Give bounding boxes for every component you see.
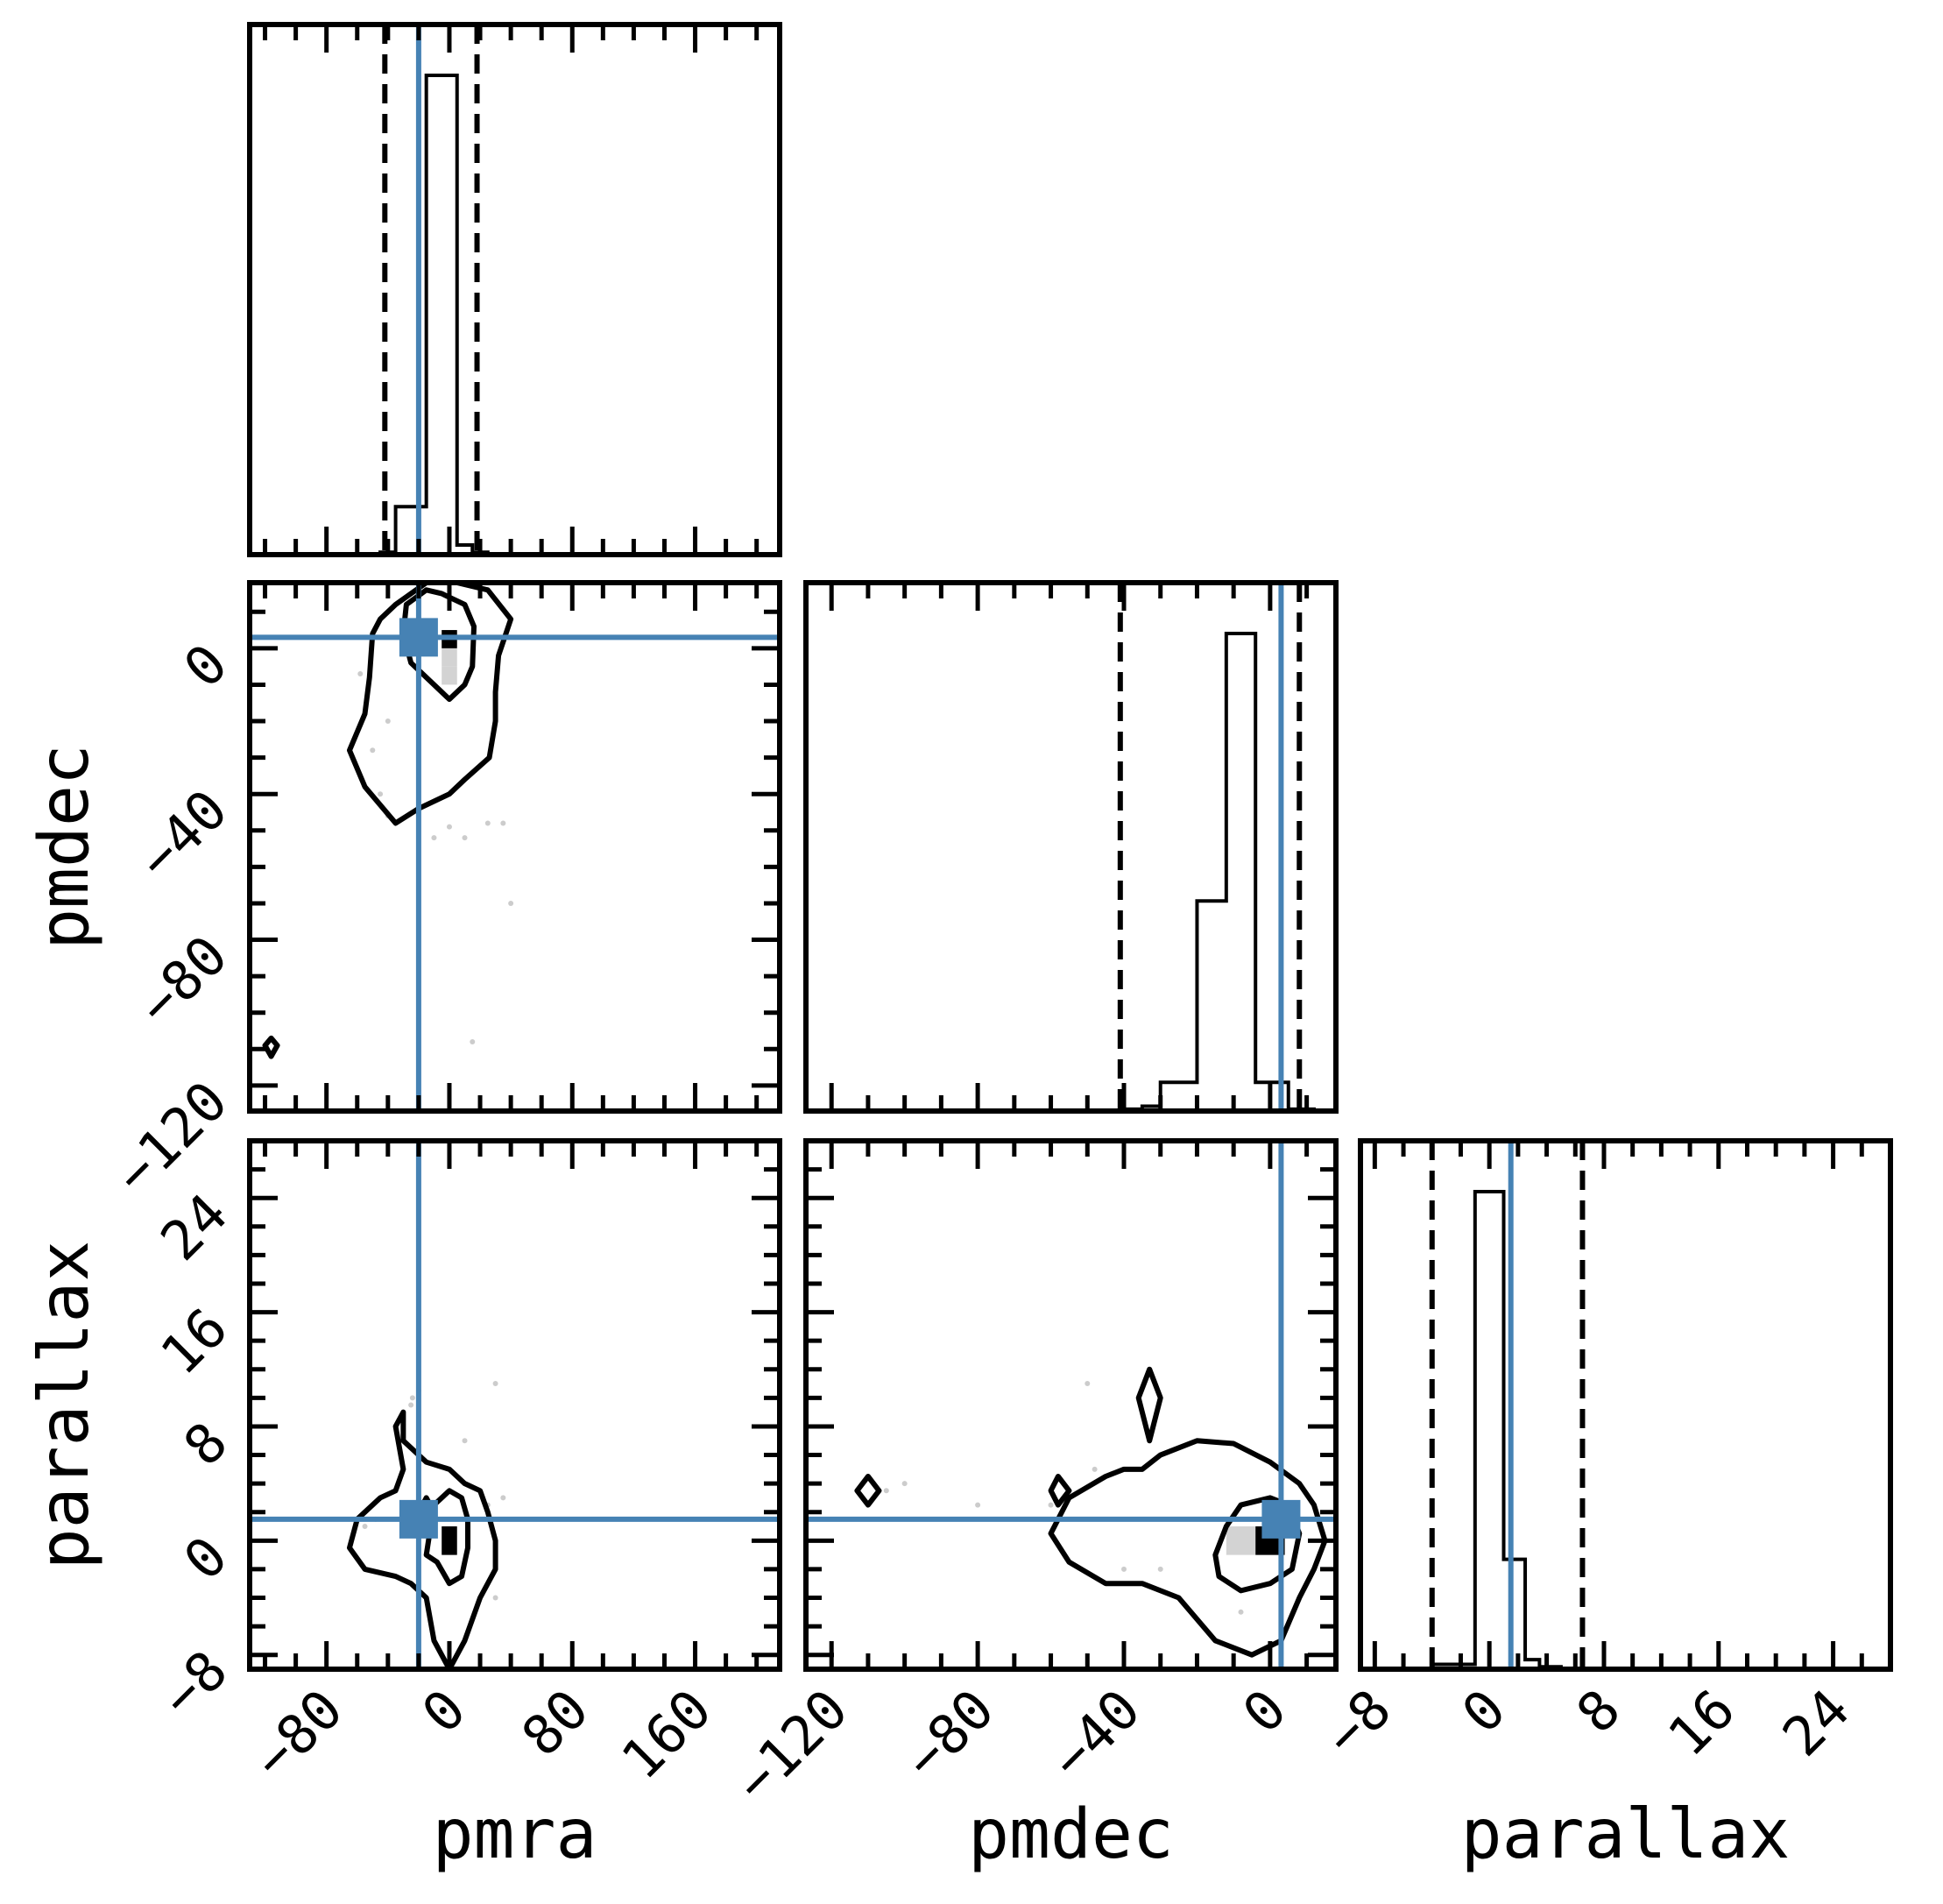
y-axis-label-parallax: parallax [25, 1241, 104, 1570]
scatter-point [470, 1038, 476, 1044]
x-tick-label: −8 [1312, 1677, 1403, 1768]
x-tick-label: −40 [1038, 1677, 1153, 1792]
scatter-point [901, 1481, 908, 1487]
scatter-point [462, 1438, 468, 1444]
hist-step-line [1118, 632, 1316, 1111]
panel-frame [803, 1138, 1339, 1672]
panel-frame [1358, 1138, 1893, 1672]
contour-line [1048, 1473, 1072, 1508]
density-cell [442, 648, 457, 667]
scatter-point [492, 1381, 498, 1387]
truth-marker [399, 1499, 438, 1539]
panel-content [250, 583, 780, 1111]
hist-panel-pmdec [803, 580, 1339, 1114]
scatter-point [362, 1524, 368, 1530]
x-tick-label: −80 [240, 1677, 355, 1792]
scatter-point [1157, 1566, 1163, 1572]
x-tick-label: −120 [723, 1677, 860, 1815]
truth-marker [399, 618, 438, 657]
panel-content [806, 1141, 1336, 1669]
scatter-point [370, 747, 376, 754]
x-axis-label-pmra: pmra [433, 1795, 597, 1874]
scatter-point [500, 1495, 506, 1501]
panel-frame [803, 580, 1339, 1114]
scatter-point [1092, 1466, 1098, 1472]
panel-parallax_vs_pmdec: −120 −80 −40 0 [723, 1138, 1339, 1815]
density-cell [1226, 1526, 1256, 1555]
contour-line [262, 1035, 280, 1059]
x-tick-label: 0 [1450, 1677, 1518, 1745]
y-tick-label: −80 [125, 924, 240, 1038]
contour-line [1048, 1438, 1328, 1658]
y-tick-label: −40 [125, 777, 240, 892]
truth-marker [1261, 1499, 1301, 1539]
contour-line [346, 1409, 498, 1669]
density-cell [442, 666, 457, 685]
scatter-point [409, 1395, 415, 1401]
panel-frame [247, 22, 782, 557]
x-axis-label-parallax: parallax [1461, 1795, 1791, 1874]
y-tick-label: −120 [102, 1069, 239, 1207]
y-tick-label: 0 [172, 1524, 240, 1592]
x-tick-label: 24 [1770, 1677, 1862, 1768]
y-tick-label: 16 [148, 1296, 239, 1387]
y-tick-label: −8 [148, 1639, 239, 1730]
scatter-point [385, 718, 391, 725]
scatter-point [1238, 1609, 1244, 1615]
scatter-point [492, 1595, 498, 1601]
x-tick-label: 160 [609, 1677, 724, 1792]
density-cell [442, 1526, 457, 1555]
panel-frame [247, 1138, 782, 1672]
panel-content [250, 1141, 780, 1669]
y-tick-label: 24 [148, 1181, 239, 1272]
scatter-point [1048, 1502, 1054, 1508]
x-axis-label-pmdec: pmdec [968, 1795, 1174, 1874]
x-tick-label: 8 [1565, 1677, 1633, 1745]
x-tick-label: 0 [1230, 1677, 1298, 1745]
contour-line [400, 587, 477, 703]
hist-panel-parallax: −8 0 8 16 24 [1312, 1138, 1893, 1768]
scatter-point [883, 1488, 889, 1494]
panel-frame [247, 580, 782, 1114]
scatter-point [500, 820, 506, 826]
scatter-point [462, 835, 468, 841]
scatter-point [431, 835, 437, 841]
contour-line [854, 1473, 882, 1508]
x-tick-label: 16 [1656, 1677, 1747, 1768]
contour-line [346, 583, 514, 826]
hist-content [378, 25, 490, 555]
contour-line [1135, 1366, 1163, 1444]
hist-content [1429, 1141, 1586, 1669]
hist-panel-pmra [247, 22, 782, 557]
scatter-point [1121, 1566, 1127, 1572]
hist-step-line [1430, 1190, 1563, 1669]
scatter-point [446, 824, 452, 830]
y-axis-label-pmdec: pmdec [25, 744, 104, 950]
x-tick-label: −80 [892, 1677, 1007, 1792]
y-tick-label: 0 [172, 632, 240, 700]
contour-line [423, 1488, 471, 1587]
scatter-point [508, 900, 514, 906]
hist-step-line [378, 74, 490, 555]
x-tick-label: 80 [509, 1677, 600, 1768]
x-tick-label: 0 [410, 1677, 478, 1745]
scatter-point [357, 670, 364, 676]
panel-pmdec_vs_pmra: −120 −80 −40 0 [102, 580, 782, 1207]
scatter-point [975, 1502, 981, 1508]
hist-content [1117, 583, 1316, 1111]
scatter-point [378, 791, 384, 797]
y-tick-label: 8 [172, 1410, 240, 1478]
scatter-point [1085, 1381, 1091, 1387]
scatter-point [484, 820, 491, 826]
scatter-point [408, 1402, 414, 1408]
